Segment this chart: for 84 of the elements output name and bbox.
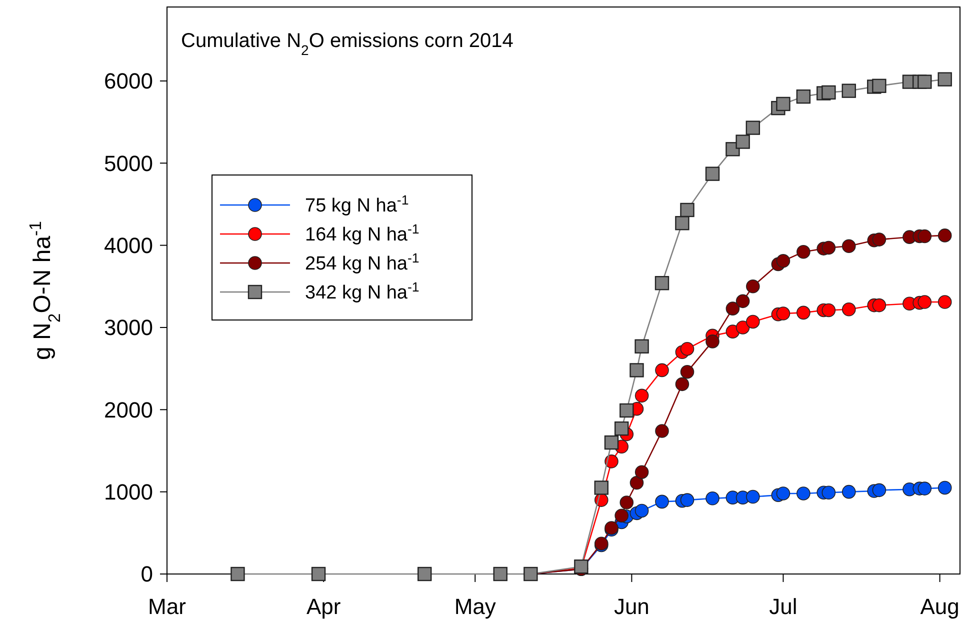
point (594, 480, 608, 495)
point (706, 334, 720, 348)
point (230, 566, 245, 582)
point (872, 78, 886, 93)
point (614, 421, 629, 436)
point (746, 120, 760, 135)
point (842, 302, 856, 316)
point (675, 377, 690, 392)
point (776, 486, 790, 500)
point (842, 484, 856, 499)
point (776, 254, 790, 268)
point (634, 465, 649, 480)
point (634, 504, 649, 518)
y-tick-label: 1000 (104, 480, 153, 505)
legend-label: 164 kg N ha$^{-1}$ (305, 221, 420, 246)
point (796, 486, 810, 500)
point (842, 84, 856, 98)
point (746, 279, 760, 294)
legend-label: 254 kg N ha$^{-1}$ (305, 250, 420, 275)
point (634, 388, 649, 403)
point (418, 566, 432, 582)
legend-label: 75 kg N ha$^{-1}$ (305, 192, 409, 217)
x-tick-label: Aug (920, 594, 960, 619)
point (938, 72, 952, 86)
point (655, 494, 669, 509)
point (604, 435, 619, 450)
point (680, 202, 694, 218)
point (675, 216, 690, 230)
point (746, 490, 760, 504)
y-tick-label: 5000 (104, 150, 153, 176)
point (680, 364, 694, 379)
text: Cumulative N$_{2}$O emissions corn 2014 (181, 30, 514, 58)
point (620, 496, 634, 510)
point (311, 566, 326, 582)
point (822, 85, 836, 100)
point (918, 295, 932, 309)
x-tick-label: May (454, 594, 496, 619)
y-tick-label: 2000 (104, 397, 153, 422)
point (604, 454, 618, 468)
point (938, 228, 952, 242)
y-tick-label: 0 (140, 562, 153, 587)
point (736, 320, 750, 334)
legend-label: 342 kg N ha$^{-1}$ (305, 279, 420, 304)
point (655, 363, 669, 378)
point (872, 232, 886, 246)
point (796, 244, 810, 259)
point (776, 96, 790, 112)
point (776, 306, 790, 320)
y-tick-label: 4000 (104, 233, 153, 258)
point (736, 294, 750, 308)
point (680, 342, 694, 356)
point (493, 566, 508, 582)
point (634, 339, 649, 354)
point (680, 493, 694, 507)
x-tick-label: Jul (769, 594, 798, 619)
x-tick-label: Apr (306, 594, 341, 619)
point (918, 482, 932, 496)
point (630, 476, 644, 490)
point (918, 229, 932, 244)
point (796, 89, 811, 104)
point (736, 134, 750, 149)
point (630, 363, 644, 378)
point (938, 480, 952, 495)
point (726, 302, 740, 316)
y-tick-label: 3000 (104, 315, 153, 340)
point (918, 74, 932, 89)
point (872, 298, 886, 312)
point (796, 306, 810, 320)
x-tick-label: Jun (614, 594, 650, 619)
point (872, 483, 886, 498)
point (938, 295, 952, 309)
point (822, 240, 836, 255)
point (614, 508, 628, 523)
point (620, 403, 634, 418)
point (654, 276, 670, 290)
point (822, 486, 836, 500)
point (705, 166, 720, 181)
point (746, 314, 760, 329)
point (655, 424, 669, 438)
point (822, 303, 836, 318)
point (706, 492, 720, 506)
x-tick-label: Mar (148, 594, 186, 619)
y-tick-label: 6000 (104, 68, 153, 94)
point (842, 239, 856, 254)
